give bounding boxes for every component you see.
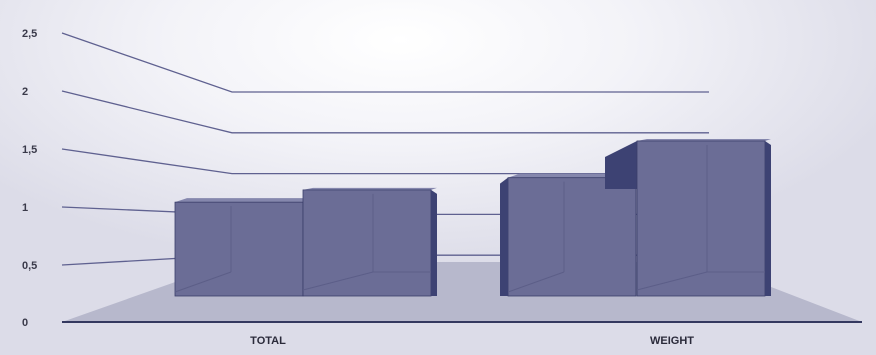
gridline	[61, 148, 709, 175]
x-axis-category-labels: TOTAL WEIGHT	[250, 335, 694, 347]
x-category-label-weight: WEIGHT	[650, 335, 694, 347]
y-tick-label: 2,5	[22, 28, 37, 40]
bar-weight-series-2	[605, 138, 771, 297]
y-tick-label: 0,5	[22, 260, 37, 272]
y-tick-label: 0	[22, 317, 28, 329]
y-tick-label: 1	[22, 202, 28, 214]
gridline	[61, 32, 709, 93]
bar-weight-series-1	[507, 173, 642, 297]
bars	[174, 138, 771, 297]
bar-total-series-2	[302, 187, 437, 297]
y-tick-label: 1,5	[22, 144, 37, 156]
gridline	[61, 90, 709, 134]
bar-total-series-1	[174, 198, 309, 297]
y-tick-label: 2	[22, 86, 28, 98]
bar-weight-series-1-side	[500, 177, 508, 296]
x-category-label-total: TOTAL	[250, 335, 286, 347]
y-axis-tick-labels: 0 0,5 1 1,5 2 2,5	[22, 28, 37, 329]
